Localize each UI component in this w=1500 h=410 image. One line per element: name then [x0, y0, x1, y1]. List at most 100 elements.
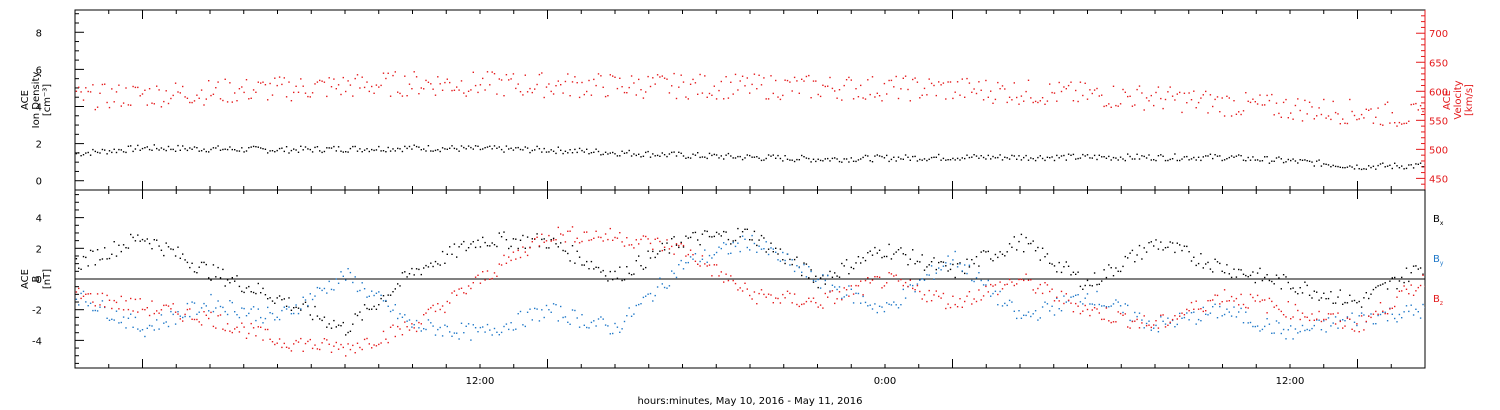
data-point: [569, 149, 571, 151]
data-point: [401, 334, 404, 336]
data-point: [1417, 163, 1419, 165]
data-point: [281, 83, 283, 86]
data-point: [992, 285, 994, 287]
data-point: [1216, 96, 1219, 98]
data-point: [741, 75, 744, 77]
data-point: [1091, 309, 1093, 311]
data-point: [257, 81, 259, 83]
data-point: [1190, 301, 1193, 304]
data-point: [1153, 327, 1155, 329]
data-point: [319, 150, 321, 152]
data-point: [467, 90, 470, 92]
data-point: [940, 269, 942, 271]
data-point: [895, 304, 897, 306]
data-point: [1252, 98, 1254, 100]
data-point: [723, 281, 725, 283]
data-point: [642, 155, 645, 157]
data-point: [1325, 298, 1327, 300]
data-point: [425, 150, 427, 152]
data-point: [125, 151, 127, 154]
data-point: [1219, 111, 1221, 113]
data-point: [1344, 320, 1346, 322]
data-point: [179, 149, 181, 151]
data-point: [1360, 168, 1363, 171]
data-point: [682, 155, 685, 157]
data-point: [548, 234, 550, 237]
data-point: [141, 329, 144, 331]
data-point: [108, 299, 111, 301]
data-point: [517, 146, 519, 149]
data-point: [283, 342, 285, 345]
data-point: [971, 259, 973, 261]
data-point: [1202, 94, 1204, 96]
data-point: [241, 322, 243, 324]
data-point: [1313, 165, 1315, 167]
data-point: [649, 292, 652, 295]
data-point: [633, 313, 635, 315]
data-point: [994, 290, 997, 292]
data-point: [311, 151, 314, 153]
data-point: [335, 150, 337, 152]
data-point: [1384, 312, 1386, 315]
data-point: [1264, 299, 1266, 301]
data-point: [628, 86, 630, 89]
data-point: [803, 156, 805, 158]
data-point: [96, 106, 99, 108]
data-point: [928, 78, 930, 80]
data-point: [153, 329, 155, 331]
data-point: [1070, 274, 1072, 276]
data-point: [1093, 272, 1096, 274]
data-point: [782, 160, 784, 162]
data-point: [1396, 296, 1398, 298]
data-point: [626, 315, 628, 317]
data-point: [803, 263, 805, 266]
data-point: [704, 263, 706, 265]
data-point: [855, 292, 857, 294]
data-point: [78, 86, 80, 88]
data-point: [1136, 153, 1138, 155]
data-point: [975, 300, 978, 303]
data-point: [843, 296, 845, 298]
data-point: [295, 306, 297, 308]
data-point: [621, 328, 623, 330]
data-point: [1230, 155, 1233, 157]
data-point: [1030, 242, 1032, 245]
data-point: [874, 246, 876, 249]
data-point: [1256, 272, 1259, 274]
data-point: [347, 331, 349, 334]
data-point: [1230, 276, 1233, 279]
data-point: [1339, 123, 1341, 125]
data-point: [1233, 156, 1235, 158]
data-point: [1124, 303, 1126, 305]
data-point: [763, 248, 765, 250]
data-point: [1136, 254, 1138, 256]
data-point: [888, 160, 890, 163]
data-point: [770, 247, 772, 249]
data-point: [817, 158, 819, 160]
data-point: [163, 304, 165, 307]
data-point: [1027, 243, 1030, 245]
data-point: [945, 307, 947, 310]
data-point: [1417, 109, 1419, 111]
data-point: [581, 264, 583, 266]
data-point: [1372, 323, 1375, 325]
data-point: [115, 301, 118, 304]
data-point: [215, 276, 217, 278]
data-point: [956, 157, 959, 160]
data-point: [921, 254, 923, 256]
data-point: [959, 159, 961, 161]
data-point: [756, 244, 758, 247]
data-point: [1091, 285, 1093, 287]
data-point: [101, 292, 104, 295]
data-point: [526, 311, 529, 313]
data-point: [545, 247, 548, 249]
data-point: [1415, 163, 1417, 165]
data-point: [701, 233, 704, 235]
data-point: [368, 150, 370, 153]
data-point: [122, 244, 125, 246]
data-point: [824, 292, 826, 295]
data-point: [441, 89, 444, 91]
data-point: [699, 265, 701, 267]
data-point: [269, 82, 271, 85]
data-point: [193, 100, 196, 102]
